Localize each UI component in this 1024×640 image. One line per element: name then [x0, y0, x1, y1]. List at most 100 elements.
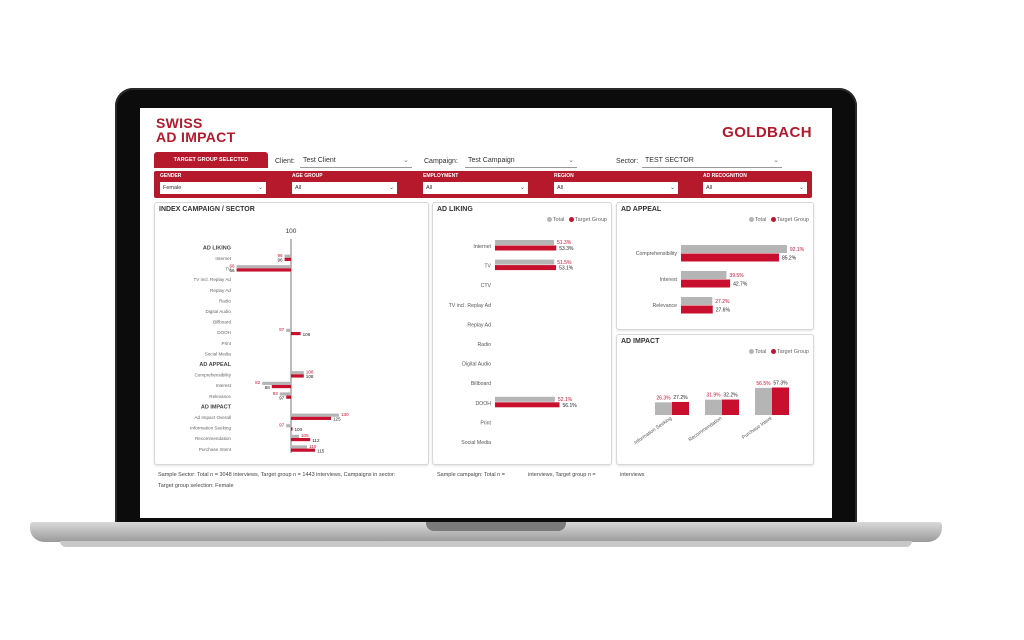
dashboard-screen: SWISS AD IMPACT GOLDBACH TARGET GROUP SE…	[140, 108, 832, 518]
index-target-value: 125	[333, 417, 341, 422]
index-row-label: Print	[222, 341, 232, 346]
index-row-label: Purchase Intent	[199, 447, 232, 452]
region-select[interactable]: All ⌄	[554, 182, 678, 194]
index-total-bar	[284, 254, 291, 258]
chevron-down-icon: ⌄	[669, 185, 675, 191]
ad-liking-target-label: 53.3%	[559, 246, 574, 252]
footer-sample-sector: Sample Sector: Total n = 3048 interviews…	[158, 472, 396, 478]
client-select[interactable]: Test Client ⌄	[300, 154, 412, 168]
laptop-base	[30, 522, 942, 542]
index-target-value: 106	[303, 332, 311, 337]
chevron-down-icon: ⌄	[257, 185, 263, 191]
campaign-select[interactable]: Test Campaign ⌄	[465, 154, 577, 168]
ad-appeal-category: Comprehensibility	[636, 251, 678, 257]
ad-appeal-total-label: 39.5%	[729, 273, 744, 279]
ad-liking-target-label: 56.1%	[563, 403, 578, 409]
ad-impact-total-bar	[655, 402, 672, 415]
ad-impact-total-bar	[755, 387, 772, 415]
ad-impact-target-label: 27.2%	[673, 395, 688, 401]
baseline-label: 100	[286, 228, 297, 235]
index-row-label: Recommendation	[195, 436, 231, 441]
index-total-bar	[291, 371, 304, 375]
gender-select[interactable]: Female ⌄	[160, 182, 266, 194]
index-row-label: Social Media	[205, 351, 232, 356]
ad-liking-legend: Total Target Group	[546, 217, 607, 223]
index-total-bar	[286, 424, 291, 428]
employment-select[interactable]: All ⌄	[423, 182, 528, 194]
index-target-value: 108	[306, 374, 314, 379]
ad-liking-category: Radio	[477, 342, 491, 348]
ad-appeal-total-bar	[681, 271, 727, 279]
logo-line-2: AD IMPACT	[156, 129, 236, 145]
ad-liking-chart: Internet 51.3%53.3% TV 51.5%53.1% CTV TV incl…	[449, 240, 578, 446]
ad-impact-category: Purchase Intent	[741, 415, 774, 440]
sector-label: Sector:	[616, 158, 639, 165]
ad-impact-target-bar	[672, 401, 689, 415]
ad-liking-category: Print	[480, 420, 491, 426]
ad-impact-category: Recommendation	[688, 416, 724, 444]
employment-label: EMPLOYMENT	[423, 173, 459, 179]
index-total-value: 97	[279, 327, 285, 332]
ad-appeal-title: AD APPEAL	[621, 206, 662, 213]
gender-value: Female	[163, 185, 182, 191]
filter-bar: GENDER Female ⌄ AGE GROUP All ⌄ EMPLOYMENT…	[154, 171, 812, 198]
ad-appeal-target-label: 42.7%	[733, 282, 748, 288]
footer-interviews: interviews	[620, 472, 645, 478]
ad-recognition-select[interactable]: All ⌄	[703, 182, 807, 194]
laptop-notch	[426, 522, 566, 531]
index-target-value: 112	[312, 438, 320, 443]
index-row-label: TV incl. Replay Ad	[193, 277, 231, 282]
ad-appeal-target-label: 85.2%	[782, 256, 797, 262]
laptop-base-shadow	[60, 541, 912, 547]
ad-liking-category: DOOH	[475, 401, 491, 407]
legend-total-dot	[546, 217, 552, 223]
index-total-bar	[291, 434, 299, 438]
ad-appeal-chart: Comprehensibility 92.1% 85.2% Interest 39.5%…	[636, 245, 805, 314]
index-target-bar	[291, 331, 301, 336]
ad-liking-target-bar	[495, 245, 557, 251]
index-section-label: AD APPEAL	[199, 362, 231, 368]
age-group-select[interactable]: All ⌄	[292, 182, 397, 194]
index-total-bar	[262, 381, 291, 385]
legend-target-dot	[568, 217, 574, 223]
index-total-value: 108	[306, 370, 314, 375]
index-target-bar	[236, 268, 291, 272]
index-target-value: 88	[265, 385, 271, 390]
legend-target-label: Target Group	[776, 349, 809, 355]
ad-impact-legend: Total Target Group	[748, 349, 809, 355]
chevron-down-icon: ⌄	[388, 185, 394, 191]
ad-impact-title: AD IMPACT	[621, 338, 660, 345]
index-total-value: 96	[277, 253, 283, 258]
target-group-tab[interactable]: TARGET GROUP SELECTED	[154, 152, 268, 168]
index-target-bar	[291, 416, 331, 420]
region-label: REGION	[554, 173, 574, 179]
index-target-bar	[271, 384, 291, 389]
index-target-value: 97	[279, 395, 285, 400]
index-card-title: INDEX CAMPAIGN / SECTOR	[159, 206, 255, 213]
legend-target-dot	[770, 217, 776, 223]
index-row-label: Radio	[219, 298, 231, 303]
chevron-down-icon: ⌄	[773, 157, 779, 164]
index-row-label: Digital Audio	[205, 309, 231, 314]
ad-impact-total-bar	[705, 399, 722, 415]
index-row-label: Information Seeking	[190, 426, 231, 431]
sector-select[interactable]: TEST SECTOR ⌄	[642, 154, 782, 168]
index-target-value: 100	[295, 427, 303, 432]
ad-liking-category: Billboard	[471, 381, 491, 387]
footer-target-group: Target group selection: Female	[158, 483, 234, 489]
index-total-bar	[286, 328, 291, 332]
index-total-bar	[236, 265, 291, 269]
index-target-value: 66	[229, 268, 235, 273]
legend-target-label: Target Group	[574, 217, 607, 223]
ad-impact-target-bar	[772, 387, 789, 415]
index-row-label: Ad Impact Overall	[194, 415, 231, 420]
index-row-label: Internet	[215, 256, 231, 261]
ad-appeal-target-bar	[681, 305, 713, 314]
campaign-value: Test Campaign	[468, 157, 515, 164]
index-target-bar	[291, 374, 304, 378]
footer-sample-campaign: Sample campaign: Total n =	[437, 472, 505, 478]
index-target-bar	[291, 448, 315, 452]
ad-appeal-total-label: 27.2%	[715, 299, 730, 305]
